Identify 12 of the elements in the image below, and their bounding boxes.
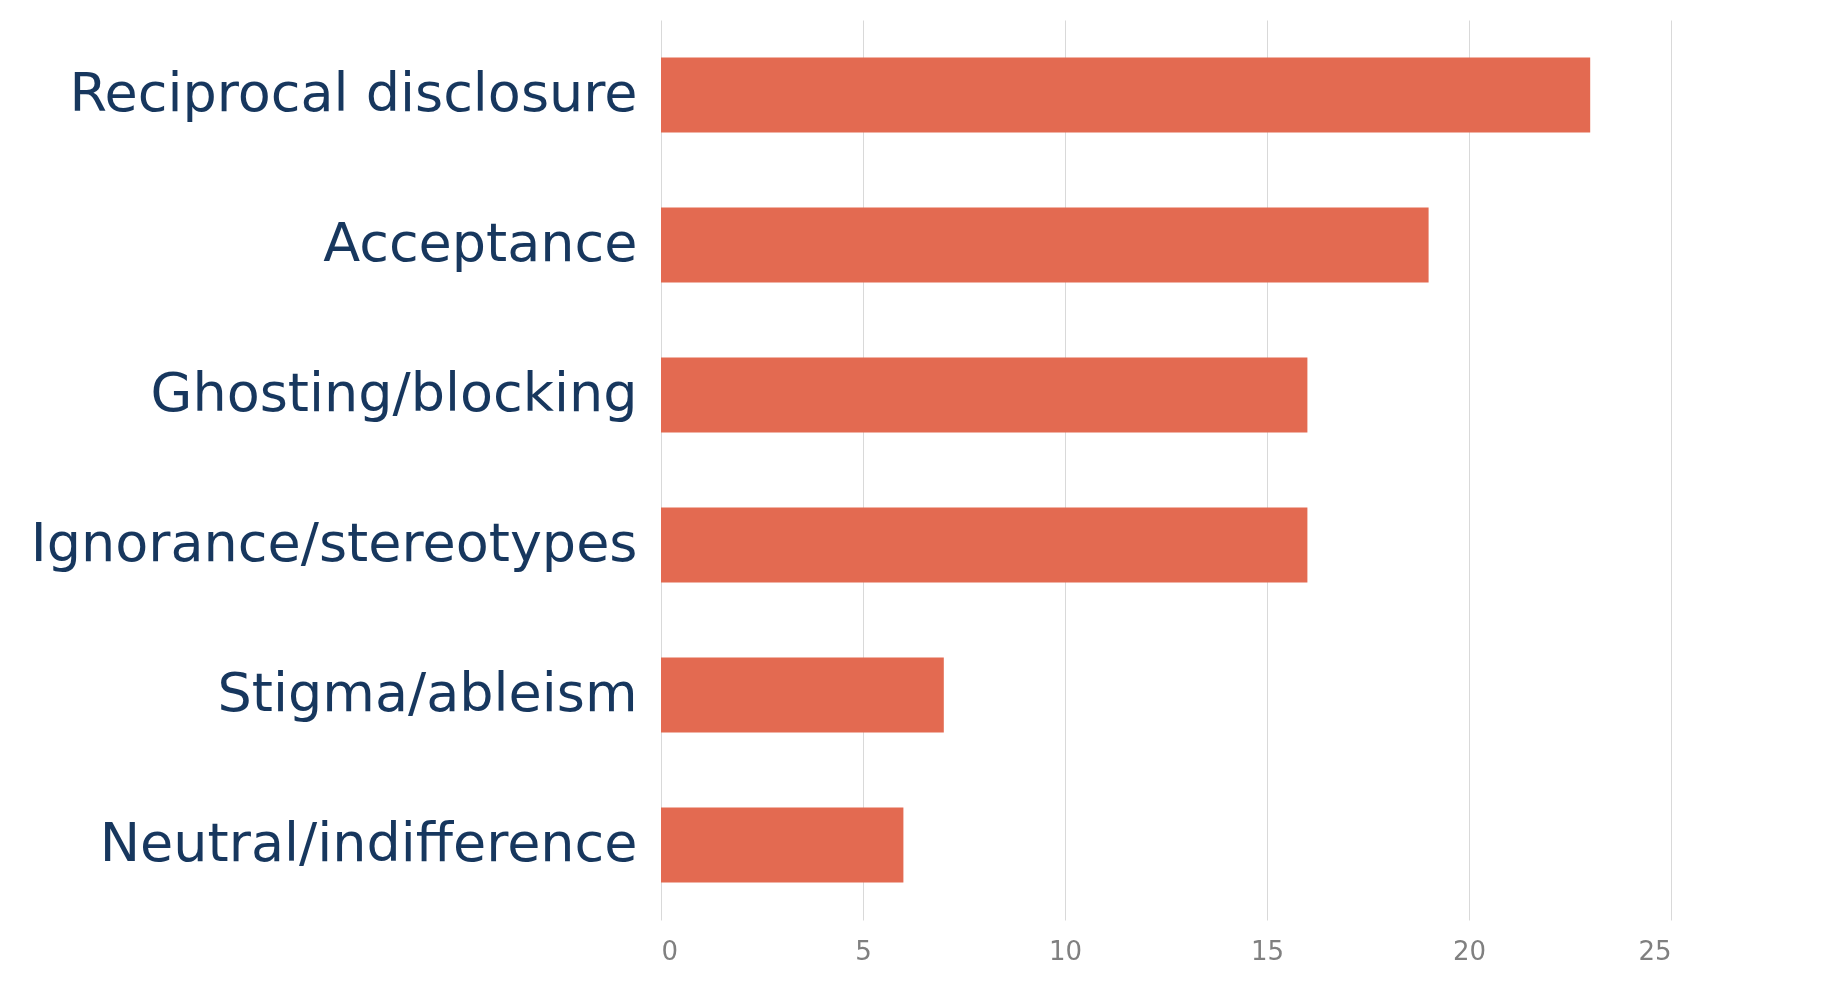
y-tick-label: Neutral/indifference bbox=[99, 811, 638, 874]
y-tick-label: Reciprocal disclosure bbox=[69, 61, 638, 124]
x-tick-label: 0 bbox=[661, 935, 679, 966]
x-tick-label: 20 bbox=[1452, 935, 1487, 966]
x-tick-label: 25 bbox=[1638, 935, 1672, 966]
y-tick-label: Stigma/ableism bbox=[217, 661, 638, 724]
y-tick-label: Ghosting/blocking bbox=[150, 361, 638, 424]
y-tick-label: Acceptance bbox=[323, 211, 638, 274]
x-tick-label: 10 bbox=[1048, 935, 1083, 966]
x-tick-label: 15 bbox=[1250, 935, 1285, 966]
x-tick-label: 5 bbox=[855, 935, 872, 966]
y-tick-label: Ignorance/stereotypes bbox=[30, 511, 638, 574]
